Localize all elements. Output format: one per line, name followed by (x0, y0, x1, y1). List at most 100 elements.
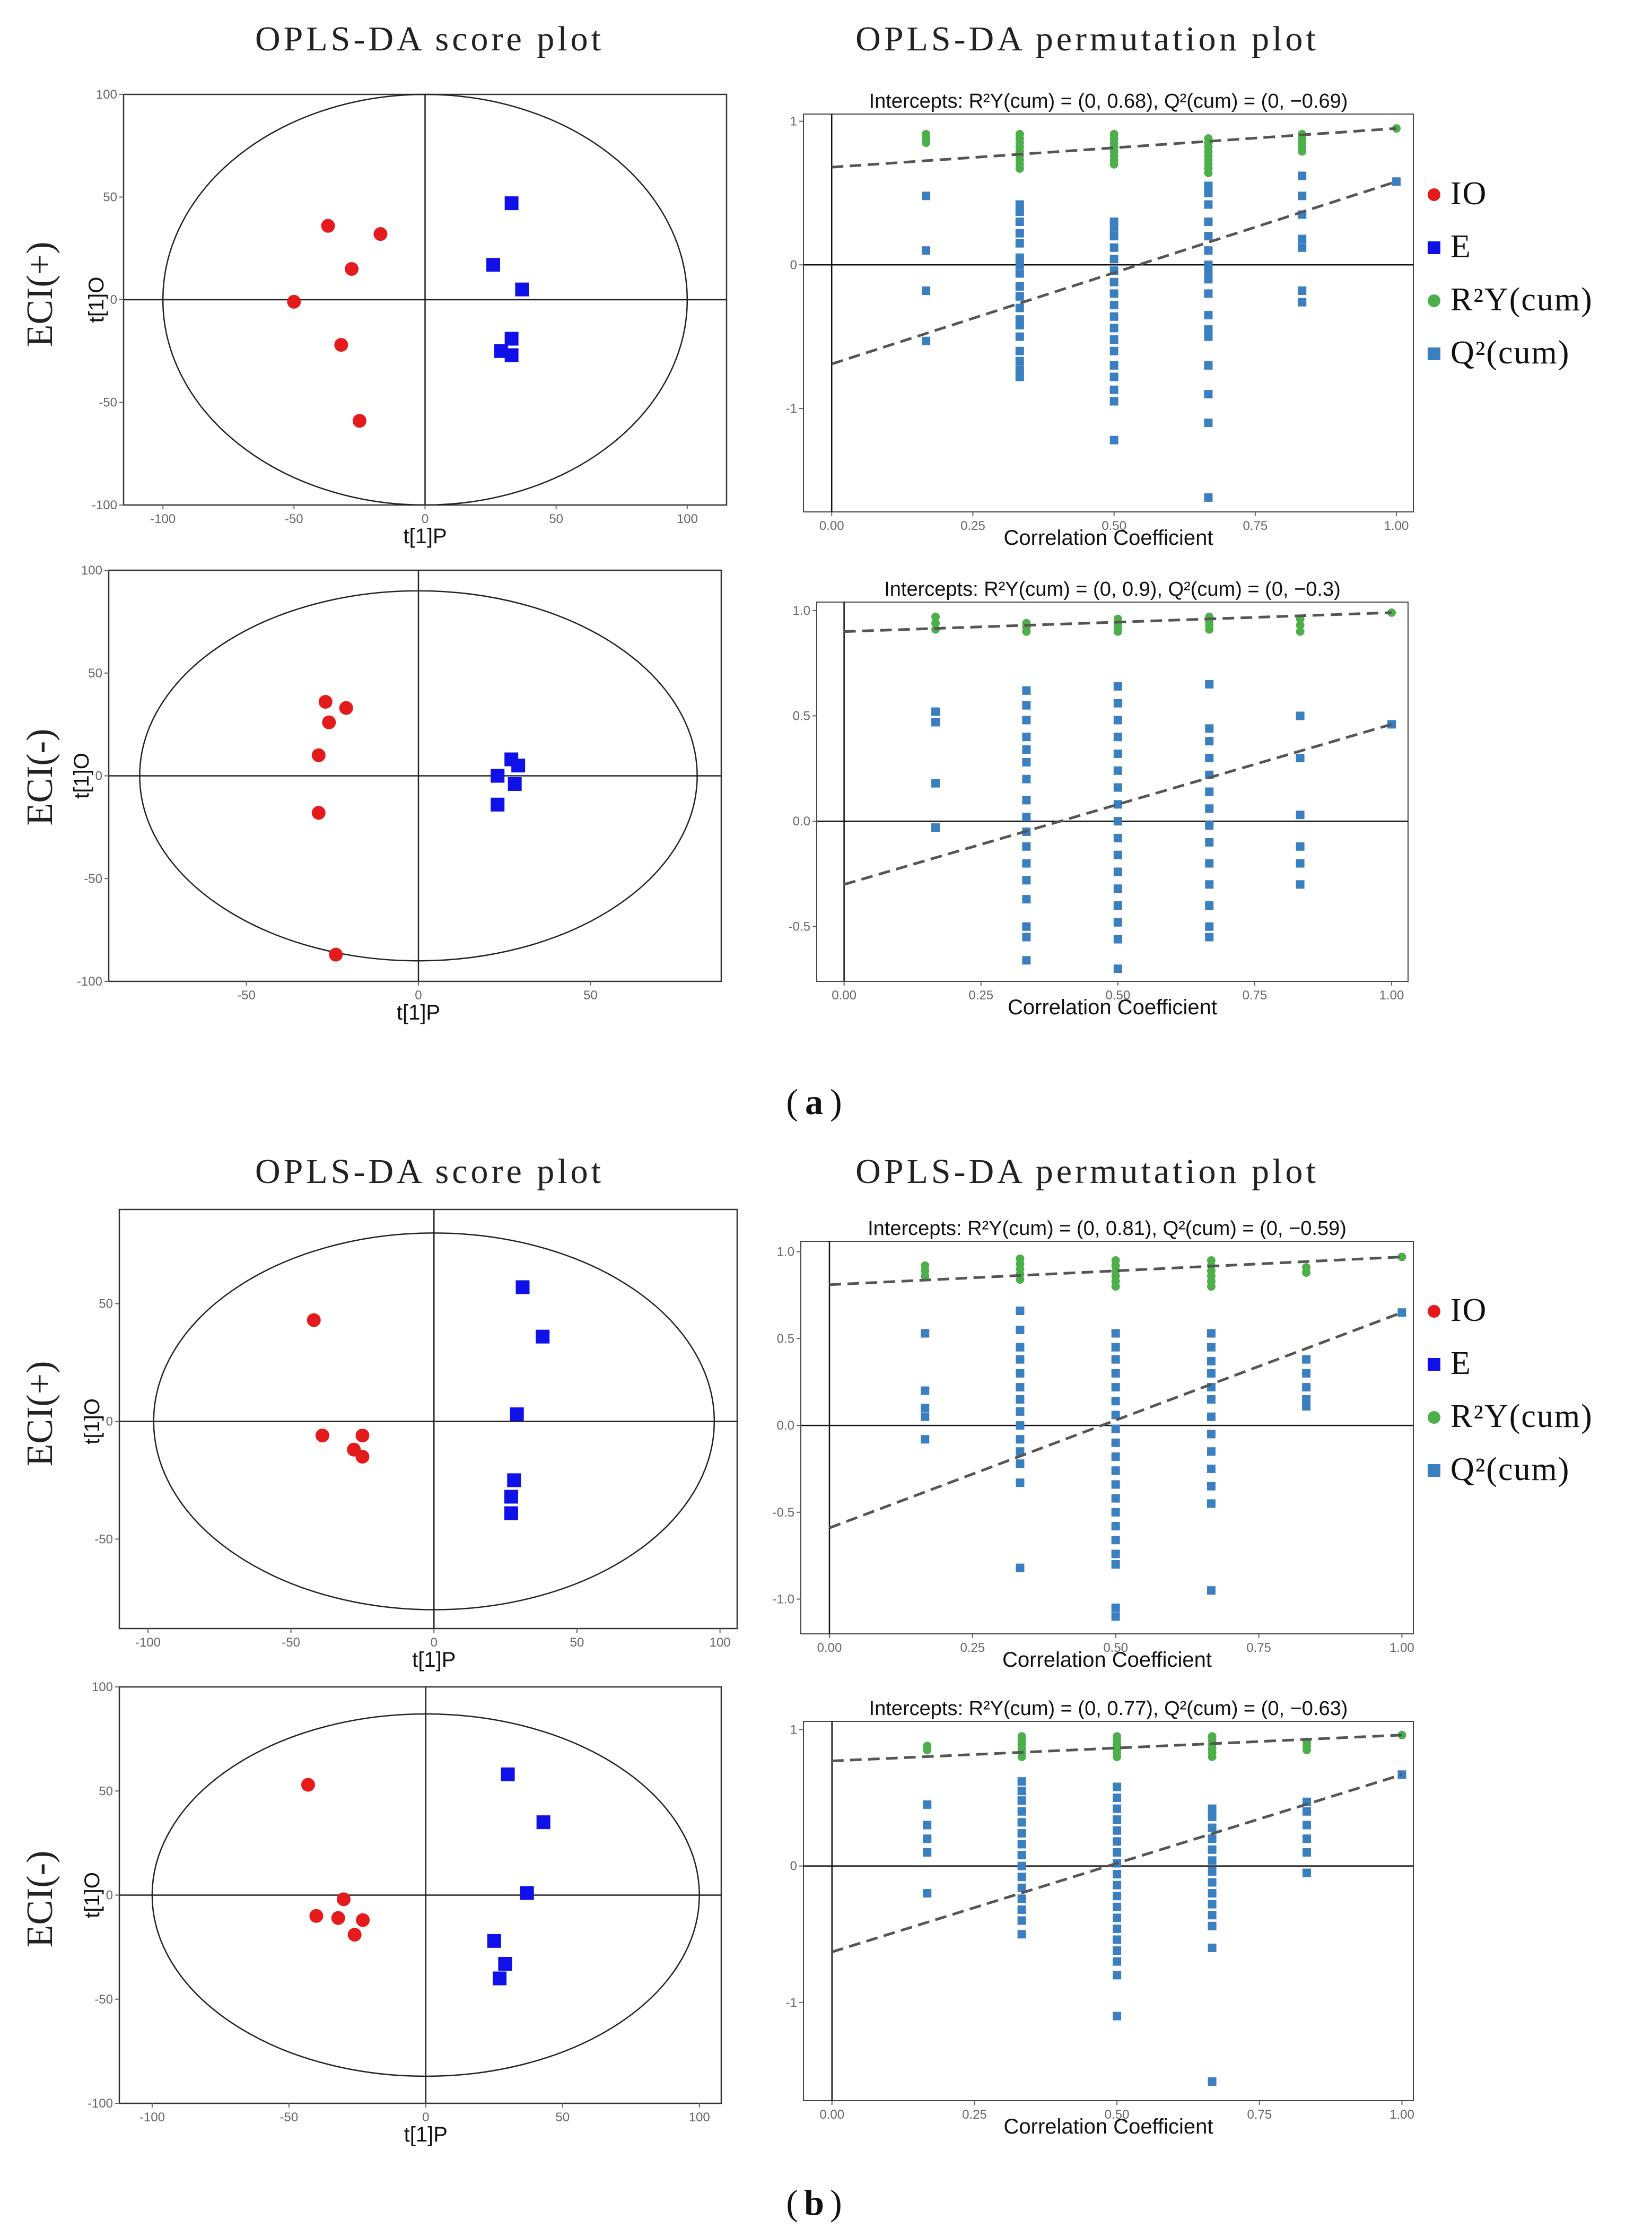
x-tick-label: 0 (415, 988, 422, 1003)
q2-point (1208, 2077, 1217, 2086)
q2-point (1298, 192, 1307, 201)
x-axis-label: Correlation Coefficient (1003, 2115, 1213, 2138)
q2-point (1207, 1395, 1216, 1404)
q2-point (922, 336, 931, 345)
q2-point (1113, 850, 1122, 859)
permutation-intercepts-title: Intercepts: R²Y(cum) = (0, 0.9), Q²(cum)… (884, 578, 1341, 600)
e-point (507, 1473, 521, 1487)
q2-point (1109, 436, 1118, 445)
q2-point (931, 779, 940, 788)
io-point (287, 294, 301, 309)
legend-marker-2 (1428, 1411, 1440, 1424)
io-point (347, 1928, 362, 1942)
q2-point (1204, 246, 1213, 255)
q2-point (1205, 922, 1214, 931)
x-tick-label: -50 (285, 512, 303, 526)
q2-point (1017, 1916, 1026, 1925)
y-tick-label: 50 (88, 666, 102, 681)
y-tick-label: 0 (790, 1859, 797, 1874)
q2-point (1113, 935, 1122, 944)
q2-point (1204, 419, 1213, 428)
panel-label-a-letter: a (805, 1082, 823, 1122)
plot-frame (118, 1208, 738, 1630)
row-label-a-pos: ECI(+) (20, 242, 60, 347)
q2-point (1204, 275, 1213, 284)
r2-point (1397, 1252, 1406, 1261)
q2-point (1109, 312, 1118, 321)
q2-point (1113, 1913, 1122, 1922)
q2-point (1016, 1447, 1025, 1456)
q2-point (923, 1889, 932, 1898)
q2-point (1204, 217, 1213, 227)
e-point (536, 1329, 550, 1344)
y-tick-label: 1 (790, 115, 797, 129)
q2-point (1205, 737, 1214, 746)
q2-point (921, 1404, 930, 1413)
io-point (329, 947, 343, 962)
q2-point (1302, 1383, 1311, 1392)
plot-frame (803, 1721, 1414, 2101)
y-tick-label: 1 (790, 1722, 797, 1737)
q2-point (1111, 1343, 1120, 1352)
x-tick-label: 50 (555, 2110, 570, 2125)
r2-point (923, 1742, 932, 1751)
svg-text:): ) (830, 2182, 842, 2223)
q2-point (921, 1412, 930, 1421)
y-tick-label: -1.0 (773, 1592, 794, 1607)
q2-point (1015, 356, 1024, 365)
q2-point (1113, 918, 1122, 927)
x-tick-label: 50 (570, 1635, 584, 1650)
y-tick-label: 100 (81, 563, 102, 578)
q2-point (923, 1848, 932, 1857)
r2-regression-line (829, 1255, 1402, 1286)
q2-point (1016, 1369, 1025, 1378)
q2-point (1113, 1870, 1122, 1879)
e-point (491, 769, 505, 783)
q2-point (1015, 217, 1024, 227)
q2-point (1303, 1821, 1312, 1830)
q2-point (1016, 1395, 1025, 1404)
q2-point (1111, 1480, 1120, 1489)
q2-point (1022, 842, 1031, 851)
q2-point (1113, 800, 1122, 809)
q2-point (1208, 1911, 1217, 1920)
q2-point (1015, 282, 1024, 291)
q2-point (1109, 301, 1118, 310)
q2-point (1022, 774, 1031, 784)
q2-point (1111, 1452, 1120, 1461)
q2-point (1022, 956, 1031, 965)
legend-marker-0 (1428, 1305, 1440, 1318)
e-point (510, 1407, 524, 1422)
r2-point (1296, 621, 1305, 630)
r2-point (931, 612, 940, 621)
chart-b-neg-score: -100 -50 0 50 100 100 50 0 -50 -100 t[1]P t[1]O (81, 1680, 722, 2146)
q2-point (1207, 1499, 1216, 1508)
x-axis-label: t[1]P (397, 1001, 440, 1024)
io-point (311, 806, 326, 820)
q2-point (1208, 1889, 1217, 1898)
svg-text:): ) (830, 1082, 842, 1122)
q2-point (1205, 753, 1214, 762)
q2-point (1109, 346, 1118, 355)
q2-point (1111, 1508, 1120, 1517)
y-tick-label: 1.0 (777, 1245, 794, 1259)
q2-point (1207, 1356, 1216, 1365)
e-point (486, 258, 501, 272)
legend-marker-1 (1428, 1358, 1440, 1371)
q2-point (1016, 1325, 1025, 1334)
q2-point (1111, 1603, 1120, 1612)
y-tick-label: 0.0 (777, 1418, 794, 1433)
q2-point (1208, 1834, 1217, 1843)
x-tick-label: 0.00 (832, 988, 856, 1003)
r2-point (1208, 1732, 1217, 1741)
y-tick-label: 0.5 (793, 709, 810, 724)
q2-point (1109, 385, 1118, 394)
x-tick-label: 0.50 (1105, 2108, 1130, 2122)
q2-point (1207, 1586, 1216, 1595)
r2-regression-line (832, 127, 1397, 169)
q2-point (1015, 365, 1024, 374)
x-tick-label: 0.00 (819, 519, 844, 533)
q2-point (1022, 745, 1031, 754)
q2-point (1113, 1935, 1122, 1944)
